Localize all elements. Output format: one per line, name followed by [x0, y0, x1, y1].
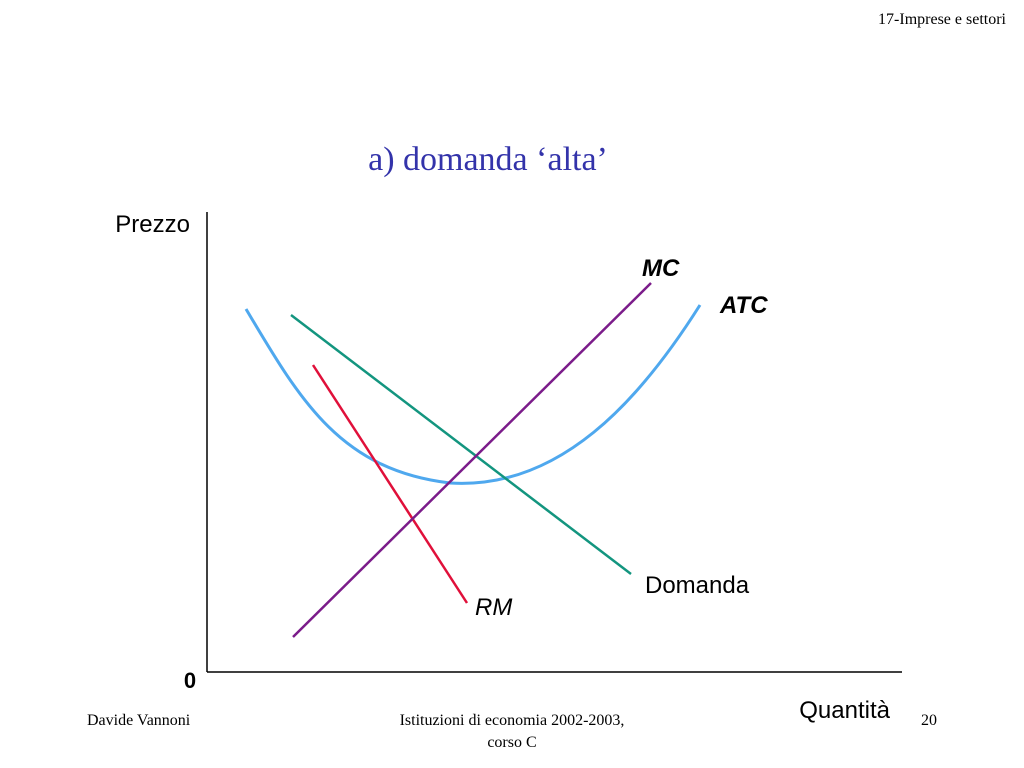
curve-label: ATC	[719, 292, 768, 319]
curve-label: MC	[642, 255, 680, 282]
y-axis-label: Prezzo	[115, 211, 190, 238]
page-number: 20	[921, 712, 937, 729]
rm-line	[311, 364, 469, 604]
x-axis-label: Quantità	[799, 697, 890, 724]
curve-label: Domanda	[645, 572, 750, 599]
diagram: Prezzo Quantità 0 MC ATC Domanda RM	[115, 211, 902, 724]
origin-label: 0	[184, 668, 196, 693]
slide-title: a) domanda ‘alta’	[368, 141, 608, 178]
demand-line	[290, 314, 632, 575]
section-header: 17-Imprese e settori	[878, 11, 1007, 28]
footer-course: Istituzioni di economia 2002-2003,	[400, 712, 625, 729]
curve-label: RM	[475, 594, 512, 621]
footer-author: Davide Vannoni	[87, 712, 191, 729]
footer-course: corso C	[487, 734, 536, 751]
mc-line	[292, 282, 652, 638]
